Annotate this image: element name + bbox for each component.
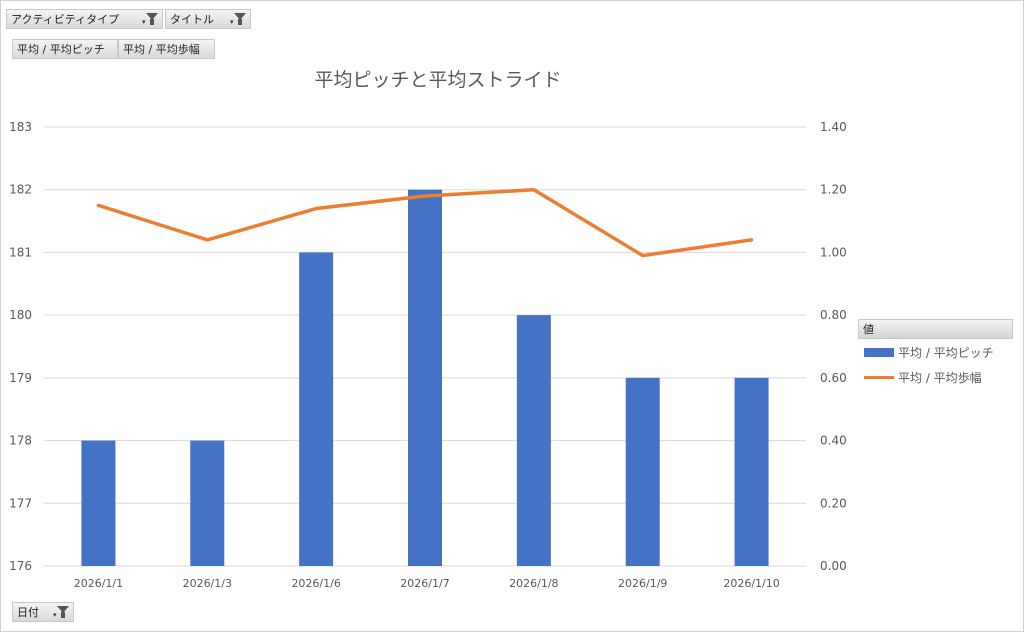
legend-label-pitch: 平均 / 平均ピッチ [898,345,994,360]
value-field-label-stride: 平均 / 平均歩幅 [123,43,200,56]
filter-icon[interactable]: ▾ [53,606,69,619]
y-right-tick-label: 1.40 [820,120,847,134]
bar [516,315,551,566]
y-right-tick-label: 0.20 [820,496,847,510]
y-right-tick-label: 0.60 [820,371,847,385]
x-tick-label: 2026/1/7 [400,577,449,590]
legend-item-pitch[interactable]: 平均 / 平均ピッチ [864,344,994,360]
filter-icon[interactable]: ▾ [230,13,246,26]
y-axis-right: 0.00 0.20 0.40 0.60 0.80 1.00 1.20 1.40 [820,120,847,573]
activity-type-filter-button[interactable]: アクティビティタイプ ▾ [6,9,163,29]
x-tick-label: 2026/1/8 [509,577,558,590]
x-axis: 2026/1/1 2026/1/3 2026/1/6 2026/1/7 2026/1/8… [74,577,780,590]
bar [408,189,442,566]
y-left-tick-label: 178 [9,434,32,448]
date-filter-button[interactable]: 日付 ▾ [12,602,74,622]
x-tick-label: 2026/1/1 [74,577,123,590]
y-left-tick-label: 182 [9,183,32,197]
legend-item-stride[interactable]: 平均 / 平均歩幅 [864,369,982,385]
y-axis-left: 176 177 178 179 180 181 182 183 [9,120,32,573]
legend-swatch-bar [864,347,894,357]
bar [625,377,660,566]
legend-title[interactable]: 値 [858,319,1013,339]
y-right-tick-label: 0.80 [820,308,847,322]
line-path [96,187,754,258]
bar [190,440,225,566]
legend-swatch-line [864,375,894,379]
legend-label-stride: 平均 / 平均歩幅 [898,370,982,385]
date-filter-label: 日付 [17,606,39,619]
y-left-tick-label: 180 [9,308,32,322]
bar-series [81,189,769,566]
bar [299,252,334,566]
x-tick-label: 2026/1/10 [723,577,779,590]
legend-title-label: 値 [863,323,874,336]
y-left-tick-label: 183 [9,120,32,134]
title-filter-label: タイトル [170,13,214,26]
y-left-tick-label: 181 [9,245,32,259]
y-right-tick-label: 1.00 [820,245,847,259]
x-tick-label: 2026/1/9 [618,577,667,590]
value-field-button-pitch[interactable]: 平均 / 平均ピッチ [12,39,118,59]
y-left-tick-label: 177 [9,496,32,510]
y-left-tick-label: 179 [9,371,32,385]
y-right-tick-label: 0.00 [820,559,847,573]
y-right-tick-label: 0.40 [820,434,847,448]
x-tick-label: 2026/1/3 [183,577,232,590]
y-right-tick-label: 1.20 [820,183,847,197]
y-left-tick-label: 176 [9,559,32,573]
x-tick-label: 2026/1/6 [291,577,340,590]
value-field-label-pitch: 平均 / 平均ピッチ [17,43,105,56]
bar [734,377,769,566]
filter-icon[interactable]: ▾ [142,13,158,26]
title-filter-button[interactable]: タイトル ▾ [165,9,251,29]
activity-type-filter-label: アクティビティタイプ [11,13,120,26]
value-field-button-stride[interactable]: 平均 / 平均歩幅 [118,39,215,59]
line-series [96,187,754,258]
chart-title: 平均ピッチと平均ストライド [314,69,561,91]
bar [81,440,116,566]
